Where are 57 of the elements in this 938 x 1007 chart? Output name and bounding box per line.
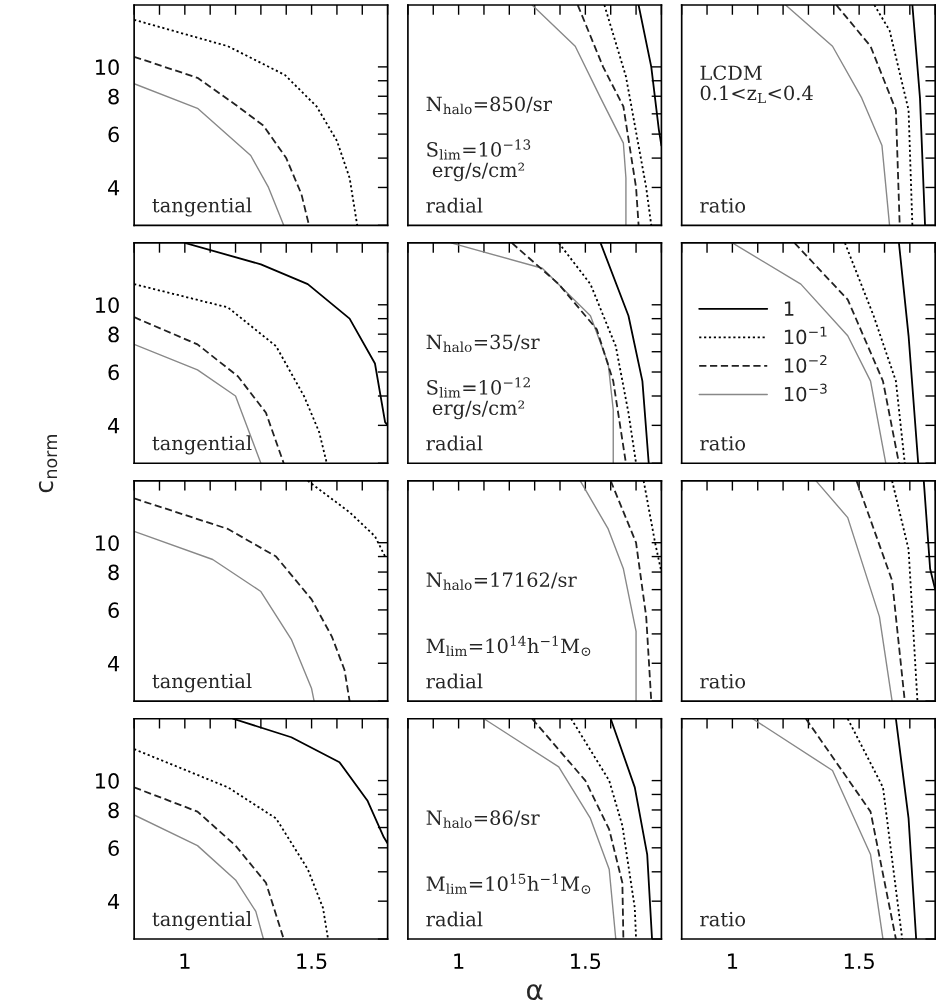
line-series [134, 316, 285, 464]
x-tick-label: 1 [180, 953, 190, 969]
line-series [134, 55, 310, 226]
annotation: M$_{lim}$=10$^{14}$h$^{−1}$M$_{⊙}$ [426, 635, 591, 656]
annotation: N$_{halo}$=17162/sr [426, 572, 577, 591]
annotation: tangential [152, 435, 252, 455]
line-series [134, 530, 315, 702]
annotation: M$_{lim}$=10$^{15}$h$^{−1}$M$_{⊙}$ [426, 873, 591, 894]
y-tick-label: 4 [108, 655, 120, 672]
annotation: radial [426, 197, 483, 213]
y-tick-label: 4 [108, 893, 120, 910]
annotation: tangential [152, 197, 252, 217]
annotation: tangential [152, 911, 252, 931]
line-series [134, 343, 262, 464]
x-tick-label: 1.5 [571, 953, 601, 970]
annotation: radial [426, 435, 483, 451]
annotation: radial [426, 673, 483, 689]
x-axis-title: α [527, 984, 543, 1001]
legend-label: 10$^{−2}$ [784, 355, 827, 373]
y-tick-label: 4 [108, 418, 120, 434]
legend-label: 1 [784, 301, 794, 316]
y-tick-label: 8 [108, 564, 119, 581]
x-tick-label: 1.5 [844, 953, 874, 970]
legend-label: 10$^{−3}$ [784, 383, 827, 402]
annotation: ratio [700, 436, 746, 451]
y-axis-title: c$_{norm}$ [38, 435, 58, 493]
annotation: S$_{lim}$=10$^{−13}$ erg/s/cm² [427, 139, 531, 182]
annotation: N$_{halo}$=850/sr [426, 96, 553, 115]
annotation: LCDM 0.1<z$_{L}$<0.4 [700, 65, 813, 103]
line-series [134, 814, 265, 940]
y-tick-label: 6 [108, 602, 119, 619]
y-tick-label: 6 [108, 364, 119, 381]
annotation: N$_{halo}$=35/sr [426, 334, 540, 353]
x-tick-label: 1 [454, 953, 464, 969]
x-tick-label: 1 [728, 953, 738, 969]
y-tick-label: 6 [108, 126, 119, 143]
y-tick-label: 4 [108, 180, 120, 196]
y-tick-label: 10 [96, 59, 119, 76]
annotation: ratio [700, 673, 746, 689]
x-tick-label: 1.5 [297, 953, 327, 970]
line-series [134, 83, 285, 226]
annotation: radial [426, 911, 483, 927]
y-tick-label: 6 [108, 840, 119, 857]
annotation: N$_{halo}$=86/sr [426, 810, 540, 828]
y-tick-label: 10 [96, 297, 119, 313]
y-tick-label: 10 [96, 773, 119, 789]
y-tick-label: 8 [108, 802, 119, 819]
annotation: ratio [700, 198, 746, 213]
legend-label: 10$^{−1}$ [784, 326, 827, 345]
annotation: tangential [152, 673, 252, 693]
y-tick-label: 8 [108, 326, 119, 343]
y-tick-label: 10 [96, 535, 119, 551]
line-series [134, 497, 351, 702]
line-series [134, 786, 285, 940]
annotation: ratio [700, 911, 746, 927]
y-tick-label: 8 [108, 88, 119, 105]
annotation: S$_{lim}$=10$^{−12}$ erg/s/cm² [427, 377, 530, 420]
